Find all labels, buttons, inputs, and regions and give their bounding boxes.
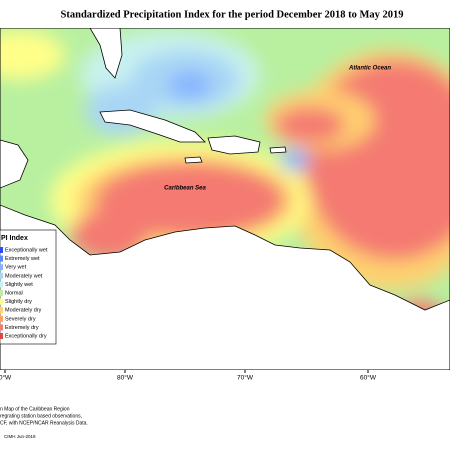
map-title: Standardized Precipitation Index for the…	[61, 9, 404, 20]
legend-label: Exceptionally wet	[5, 247, 48, 253]
footer-line: n Map of the Caribbean Region	[0, 406, 70, 412]
longitude-label: 70°W	[237, 374, 254, 382]
legend: PI Index Exceptionally wet Extremely wet V…	[0, 229, 57, 345]
legend-swatch	[0, 264, 3, 271]
longitude-label: 0°W	[0, 374, 12, 382]
legend-swatch	[0, 290, 3, 296]
sea-label: Caribbean Sea	[164, 186, 206, 192]
spi-field	[0, 28, 450, 370]
legend-label: Moderately dry	[5, 308, 42, 314]
footer-line: CF, with NCEP/NCAR Reanalysis Data.	[0, 420, 88, 426]
longitude-label: 60°W	[360, 374, 377, 382]
legend-swatch	[0, 315, 3, 322]
legend-swatch	[0, 272, 3, 279]
footer-credit: CIMH Jun-2019	[4, 434, 36, 439]
ocean-label: Atlantic Ocean	[348, 66, 391, 72]
land	[0, 28, 450, 370]
legend-swatch	[0, 333, 3, 339]
longitude-label: 80°W	[117, 374, 134, 382]
longitude-labels: 0°W 80°W 70°W 60°W	[0, 370, 377, 382]
legend-swatch	[0, 307, 3, 314]
legend-label: Very wet	[5, 265, 27, 271]
legend-swatch	[0, 247, 3, 253]
legend-label: Extremely wet	[5, 256, 40, 262]
legend-label: Exceptionally dry	[5, 333, 47, 339]
legend-label: Severely dry	[5, 316, 36, 322]
legend-swatch	[0, 324, 3, 331]
legend-swatch	[0, 281, 3, 288]
legend-label: Slightly wet	[5, 282, 33, 288]
legend-label: Moderately wet	[5, 273, 43, 279]
legend-label: Slightly dry	[5, 299, 32, 305]
legend-swatch	[0, 298, 3, 305]
legend-label: Extremely dry	[5, 325, 39, 331]
legend-swatch	[0, 255, 3, 262]
footer-line: regrating station based observations,	[0, 413, 82, 419]
legend-title: PI Index	[1, 235, 28, 242]
legend-label: Normal	[5, 290, 23, 296]
